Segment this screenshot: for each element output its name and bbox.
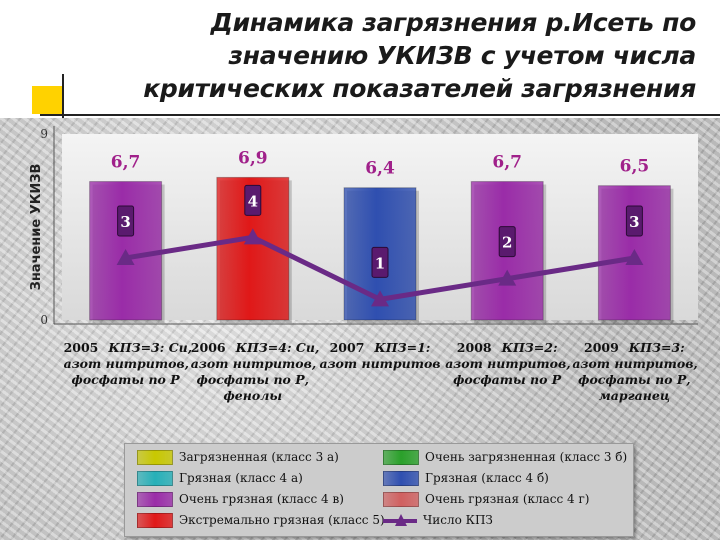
- legend-label: Число КПЗ: [423, 513, 493, 527]
- kpz-annotation-line: азот нитритов,: [572, 356, 698, 371]
- kpz-value-label: 4: [248, 192, 258, 210]
- kpz-annotation-line: марганец: [598, 388, 670, 403]
- legend-item: Очень загрязненная (класс 3 б): [383, 448, 627, 466]
- legend-swatch: [137, 491, 173, 507]
- legend-item: Экстремально грязная (класс 5): [137, 511, 385, 529]
- y-tick-label: 9: [40, 127, 48, 141]
- kpz-annotation-line: азот нитритов,: [445, 356, 571, 371]
- legend-swatch: [137, 512, 173, 528]
- legend-swatch: [137, 470, 173, 486]
- kpz-annotation-line: фосфаты по Р: [453, 372, 562, 387]
- kpz-marker: [116, 249, 135, 265]
- kpz-marker: [498, 269, 517, 286]
- kpz-value-badge: [625, 205, 643, 237]
- decorative-yellow-square: [32, 86, 62, 114]
- kpz-value-badge: [117, 205, 135, 237]
- kpz-annotation-line: КПЗ=4: Cu,: [235, 340, 320, 355]
- kpz-annotation: 2005 КПЗ=3: Cu, азот нитритов, фосфаты по Р: [63, 340, 193, 388]
- kpz-value-label: 3: [629, 213, 639, 231]
- title-line-3: критических показателей загрязнения: [143, 74, 696, 103]
- kpz-annotation: 2007 КПЗ=1: азот нитритов: [318, 340, 442, 372]
- kpz-value-badge: [371, 246, 389, 278]
- decorative-vertical-line: [62, 74, 64, 118]
- x-tick-label: 2005: [63, 340, 99, 355]
- bar-value-label: 6,5: [620, 157, 650, 177]
- legend-swatch: [383, 449, 419, 465]
- kpz-annotation-line: фенолы: [223, 388, 283, 403]
- y-tick-label: 0: [40, 313, 48, 327]
- bar-value-label: 6,4: [365, 159, 395, 179]
- bar-value-label: 6,7: [492, 153, 522, 173]
- kpz-value-badge: [498, 226, 516, 258]
- x-tick-label: 2008: [456, 340, 492, 355]
- legend-label: Очень загрязненная (класс 3 б): [425, 450, 628, 464]
- legend-swatch: [383, 470, 419, 486]
- kpz-annotation-line: азот нитритов: [319, 356, 441, 371]
- kpz-value-label: 1: [375, 254, 385, 272]
- kpz-value-label: 2: [502, 234, 512, 252]
- kpz-annotation-line: КПЗ=3:: [628, 340, 685, 355]
- legend-label: Грязная (класс 4 а): [179, 471, 303, 485]
- kpz-annotation-line: фосфаты по Р: [71, 372, 180, 387]
- legend-item: Очень грязная (класс 4 в): [137, 490, 344, 508]
- y-axis-label: Значение УКИЗВ: [29, 164, 44, 291]
- legend-label: Загрязненная (класс 3 а): [179, 450, 339, 464]
- kpz-annotation: 2008 КПЗ=2: азот нитритов, фосфаты по Р: [445, 340, 571, 388]
- decorative-horizontal-line: [40, 114, 720, 116]
- legend-label: Экстремально грязная (класс 5): [179, 513, 385, 527]
- kpz-annotation-line: КПЗ=3: Cu,: [108, 340, 193, 355]
- kpz-annotation-line: КПЗ=1:: [374, 340, 431, 355]
- legend-item: Число КПЗ: [383, 511, 493, 529]
- kpz-annotation-line: азот нитритов,: [63, 356, 189, 371]
- kpz-marker: [243, 228, 262, 245]
- legend-label: Очень грязная (класс 4 г): [425, 492, 590, 506]
- kpz-marker: [371, 290, 389, 307]
- legend-label: Грязная (класс 4 б): [425, 471, 549, 485]
- legend-item: Грязная (класс 4 б): [383, 469, 549, 487]
- page-title: Динамика загрязнения р.Исеть по значению…: [96, 6, 696, 105]
- legend-item: Грязная (класс 4 а): [137, 469, 303, 487]
- kpz-annotation-line: азот нитритов,: [190, 356, 317, 371]
- title-line-1: Динамика загрязнения р.Исеть по: [210, 8, 697, 37]
- x-tick-label: 2006: [190, 340, 226, 355]
- kpz-marker: [625, 249, 644, 265]
- legend-line-swatch: [383, 513, 417, 527]
- bar-value-label: 6,9: [238, 148, 268, 168]
- x-tick-label: 2009: [584, 340, 619, 355]
- legend-label: Очень грязная (класс 4 в): [179, 492, 344, 506]
- kpz-value-badge: [244, 184, 262, 216]
- kpz-value-label: 3: [120, 213, 130, 231]
- kpz-annotation-line: фосфаты по Р,: [196, 372, 309, 387]
- legend-swatch: [383, 491, 419, 507]
- kpz-annotation-line: фосфаты по Р,: [578, 372, 691, 387]
- chart-legend: Загрязненная (класс 3 а) Очень загрязненн…: [124, 443, 634, 537]
- title-line-2: значению УКИЗВ с учетом числа: [228, 41, 697, 70]
- kpz-annotation: 2006 КПЗ=4: Cu, азот нитритов, фосфаты по Р…: [190, 340, 320, 404]
- legend-swatch: [137, 449, 173, 465]
- kpz-annotation: 2009 КПЗ=3: азот нитритов, фосфаты по Р, мар…: [572, 340, 698, 404]
- bar-value-label: 6,7: [111, 153, 141, 173]
- x-tick-label: 2007: [329, 340, 365, 355]
- kpz-annotation-line: КПЗ=2:: [501, 340, 558, 355]
- legend-item: Загрязненная (класс 3 а): [137, 448, 339, 466]
- legend-item: Очень грязная (класс 4 г): [383, 490, 589, 508]
